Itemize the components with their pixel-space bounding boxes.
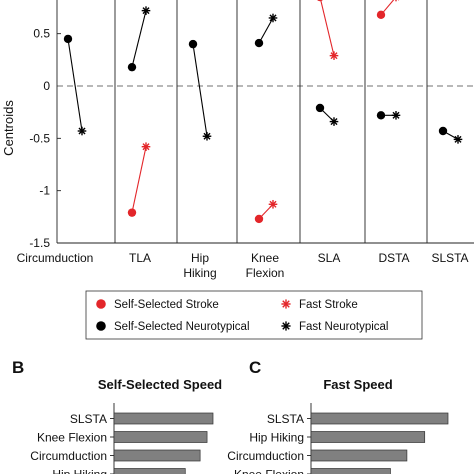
bar-category-label: SLSTA [70,412,107,426]
neurotypical-fast-point [202,131,212,141]
neurotypical-self-selected-point [376,111,386,120]
panel-a-centroids-chart: Centroids 0.5 0 -0.5 -1 -1.5 Circumduction TL… [1,0,474,280]
category-label: Hip [191,251,209,265]
category-label: DSTA [378,251,409,265]
legend-marker [281,299,291,309]
legend-marker [96,299,106,309]
legend-box [85,290,423,340]
legend-label: Fast Neurotypical [299,321,388,333]
y-tick-label: 0.5 [33,27,50,41]
neurotypical-connector-line [67,38,83,132]
stroke-connector-line [131,146,147,213]
category-label: TLA [129,251,151,265]
neurotypical-fast-point [329,117,339,126]
legend-label: Fast Stroke [299,299,358,311]
neurotypical-connector-line [192,44,208,137]
neurotypical-self-selected-point [188,39,198,49]
bar [310,449,408,462]
stroke-fast-point [141,142,151,152]
bar [113,449,201,462]
bar [310,431,426,443]
neurotypical-self-selected-point [438,126,448,136]
y-axis-label: Centroids [1,100,16,156]
bar-category-label: Hip Hiking [249,431,304,445]
neurotypical-fast-point [453,135,463,144]
y-tick-label: -1 [39,184,50,198]
y-tick-label: -1.5 [29,236,50,250]
legend-label: Self-Selected Neurotypical [114,321,250,333]
category-label: Knee [251,251,279,265]
category-label: SLSTA [431,251,468,265]
bar [310,412,449,425]
category-subplots [56,0,474,244]
category-label: SLA [318,251,341,265]
neurotypical-fast-point [391,111,401,120]
neurotypical-fast-point [268,13,278,23]
bar [113,468,186,474]
neurotypical-self-selected-point [254,38,264,48]
bar-category-label: Knee Flexion [234,468,304,474]
bar [310,468,391,474]
y-tick-label: -0.5 [29,131,50,145]
stroke-connector-line [320,0,335,56]
panel-letter-c: C [249,358,261,377]
stroke-fast-point [268,199,278,209]
neurotypical-self-selected-point [63,34,73,44]
bar-category-label: SLSTA [267,412,304,426]
bar-category-label: Knee Flexion [37,431,107,445]
stroke-self-selected-point [317,0,323,2]
y-axis-ticks: 0.5 0 -0.5 -1 -1.5 [29,27,61,250]
category-label: Circumduction [17,251,94,265]
neurotypical-self-selected-point [315,103,325,113]
stroke-self-selected-point [376,10,386,20]
panel-c-title: Fast Speed [323,377,392,392]
neurotypical-fast-point [77,126,87,136]
bar-category-label: Hip Hiking [52,468,107,474]
legend-marker [96,321,106,331]
stroke-self-selected-point [254,214,264,224]
panel-b-title: Self-Selected Speed [98,377,222,392]
category-label: Flexion [246,266,285,280]
bar-category-label: Circumduction [227,449,304,463]
neurotypical-connector-line [131,10,147,68]
panel-b-bar-chart: B Self-Selected Speed SLSTA Knee Flexion C… [12,358,222,474]
neurotypical-fast-point [141,6,151,15]
bar-category-label: Circumduction [30,449,107,463]
panel-letter-b: B [12,358,24,377]
neurotypical-connector-line [258,17,274,44]
legend-label: Self-Selected Stroke [114,299,219,311]
data-marks [63,0,463,224]
y-tick-label: 0 [43,79,50,93]
panel-c-bar-chart: C Fast Speed SLSTA Hip Hiking Circumductio… [227,358,449,474]
neurotypical-self-selected-point [127,62,137,72]
category-label: Hiking [183,266,216,280]
stroke-fast-point [329,51,339,60]
bar [113,431,208,443]
legend: Self-Selected Stroke Fast Stroke Self-Sele… [85,290,423,340]
bar [113,412,214,425]
stroke-self-selected-point [127,208,137,217]
legend-marker [281,321,291,331]
